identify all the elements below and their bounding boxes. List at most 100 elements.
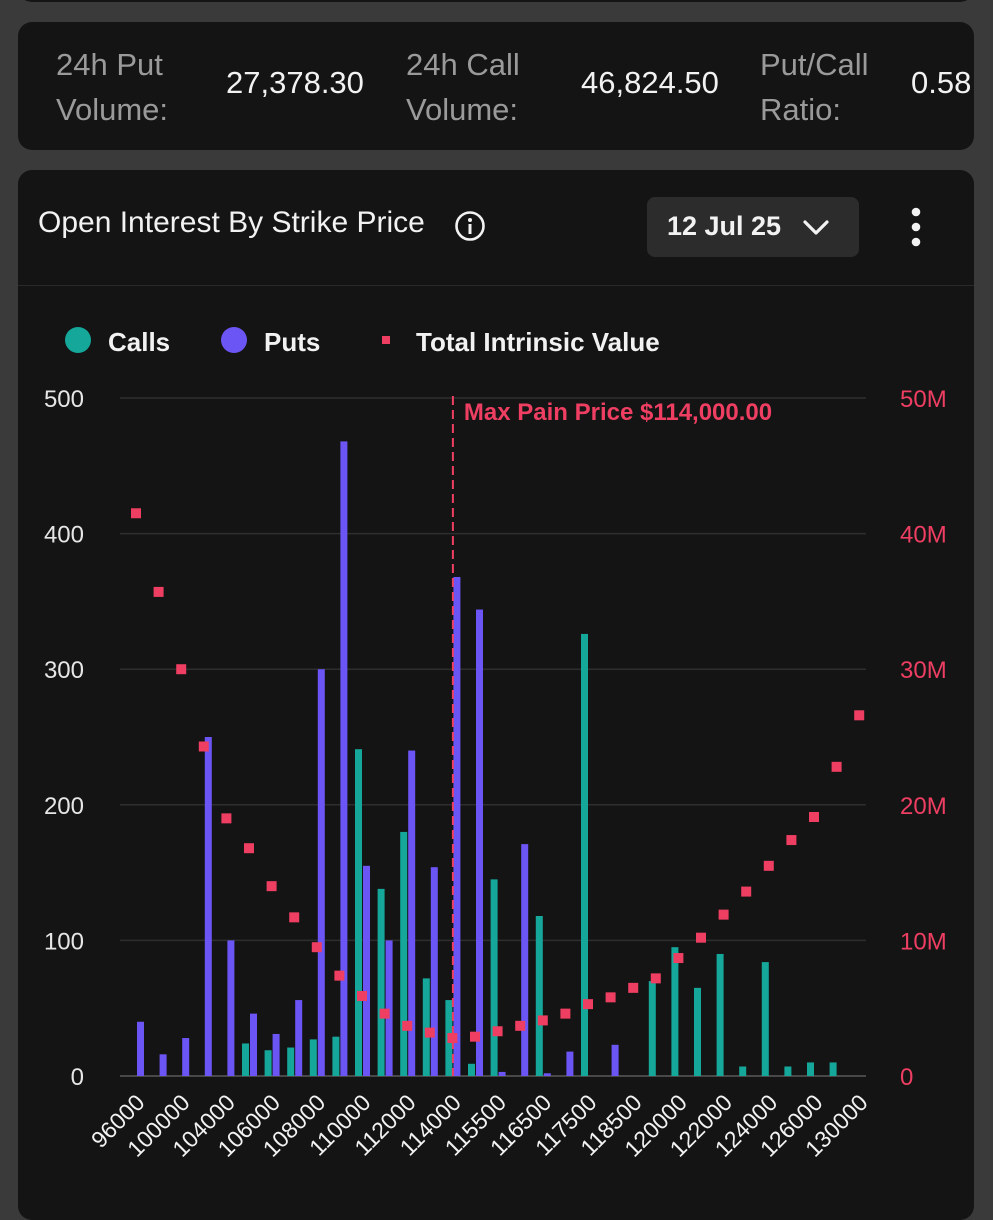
puts-bar <box>543 1073 551 1076</box>
calls-bar <box>355 749 362 1076</box>
open-interest-card: Open Interest By Strike Price 12 Jul 25 … <box>18 170 974 1220</box>
calls-bar <box>264 1050 272 1076</box>
intrinsic-point <box>470 1031 480 1042</box>
puts-bar <box>250 1013 257 1076</box>
puts-bar <box>363 865 370 1076</box>
intrinsic-point <box>718 909 729 920</box>
chart-title: Open Interest By Strike Price <box>38 206 425 239</box>
intrinsic-point <box>854 710 865 721</box>
card-divider <box>18 285 974 286</box>
y-right-tick-label: 20M <box>900 793 947 820</box>
puts-bar <box>408 750 416 1076</box>
y-left-tick-label: 300 <box>44 657 84 684</box>
info-circle-icon[interactable] <box>454 210 486 247</box>
calls-bar <box>807 1062 814 1076</box>
calls-bar <box>535 915 543 1076</box>
date-select-value: 12 Jul 25 <box>667 211 782 241</box>
calls-bar <box>287 1047 295 1076</box>
intrinsic-point <box>492 1026 503 1037</box>
intrinsic-point <box>198 741 209 752</box>
intrinsic-point <box>424 1027 435 1038</box>
intrinsic-point <box>583 999 593 1010</box>
intrinsic-point <box>809 812 819 823</box>
puts-bar <box>476 609 483 1076</box>
intrinsic-point <box>153 586 164 597</box>
calls-bar <box>377 888 385 1076</box>
puts-bar <box>272 1033 280 1076</box>
put-volume-label: 24h Put Volume: <box>56 47 169 127</box>
puts-bar <box>611 1044 619 1076</box>
calls-bar <box>671 947 679 1076</box>
calls-bar <box>332 1036 340 1076</box>
puts-bar <box>182 1038 190 1076</box>
puts-bar <box>521 844 529 1076</box>
intrinsic-point <box>560 1008 571 1019</box>
y-axis-right: 0 10M 20M 30M 40M 50M <box>900 386 947 1091</box>
intrinsic-point <box>673 953 684 964</box>
calls-bar <box>694 987 701 1076</box>
previous-card-edge <box>18 0 974 2</box>
call-volume-value: 46,824.50 <box>581 65 719 100</box>
puts-bar <box>204 737 212 1076</box>
puts-bars <box>137 441 619 1077</box>
intrinsic-point <box>696 932 706 943</box>
y-left-tick-label: 0 <box>71 1064 84 1091</box>
legend-puts-swatch[interactable] <box>221 327 247 353</box>
calls-bar <box>648 981 656 1076</box>
puts-bar <box>385 940 393 1076</box>
calls-bar <box>422 978 430 1076</box>
intrinsic-point <box>447 1033 458 1044</box>
calls-bar <box>716 953 724 1076</box>
puts-bar <box>295 1000 303 1076</box>
puts-bar <box>227 940 235 1076</box>
intrinsic-point <box>628 982 639 993</box>
chart-legend: Calls Puts Total Intrinsic Value <box>65 327 660 357</box>
legend-calls-swatch[interactable] <box>65 327 91 353</box>
y-right-tick-label: 30M <box>900 657 947 684</box>
legend-calls-label[interactable]: Calls <box>108 327 170 357</box>
y-right-tick-label: 50M <box>900 386 947 413</box>
y-axis-left: 0 100 200 300 400 500 <box>44 386 84 1091</box>
kebab-menu-icon[interactable] <box>898 207 934 247</box>
intrinsic-point <box>244 843 254 854</box>
puts-bar <box>137 1021 144 1076</box>
legend-puts-label[interactable]: Puts <box>264 327 320 357</box>
puts-bar <box>159 1054 167 1076</box>
intrinsic-point <box>311 942 322 953</box>
intrinsic-point <box>650 973 661 984</box>
call-volume-label: 24h Call Volume: <box>406 47 520 127</box>
calls-bars <box>242 633 837 1076</box>
intrinsic-point <box>131 508 141 519</box>
intrinsic-point <box>741 886 752 897</box>
chevron-down-icon <box>803 220 829 235</box>
date-select[interactable]: 12 Jul 25 <box>647 197 859 257</box>
open-interest-chart: Calls Puts Total Intrinsic Value 0 100 200… <box>44 327 947 1162</box>
intrinsic-points <box>131 508 865 1044</box>
puts-bar <box>498 1071 506 1076</box>
max-pain-label: Max Pain Price $114,000.00 <box>464 399 772 426</box>
intrinsic-point <box>537 1015 548 1026</box>
legend-intrinsic-swatch[interactable] <box>382 336 390 344</box>
intrinsic-point <box>357 990 367 1001</box>
puts-bar <box>453 576 461 1076</box>
calls-bar <box>581 633 588 1076</box>
intrinsic-point <box>221 813 232 824</box>
max-pain-annotation: Max Pain Price $114,000.00 <box>451 396 772 1076</box>
put-volume-value: 27,378.30 <box>226 65 364 100</box>
y-left-tick-label: 200 <box>44 793 84 820</box>
puts-bar <box>340 441 348 1077</box>
y-right-tick-label: 40M <box>900 522 947 549</box>
puts-bar <box>430 867 438 1076</box>
calls-bar <box>490 879 498 1076</box>
calls-bar <box>400 831 408 1076</box>
calls-bar <box>739 1066 747 1076</box>
legend-intrinsic-label[interactable]: Total Intrinsic Value <box>416 327 660 357</box>
calls-bar <box>761 962 769 1076</box>
calls-bar <box>829 1062 837 1076</box>
intrinsic-point <box>605 992 616 1003</box>
put-call-ratio-value: 0.58 <box>911 65 972 100</box>
calls-bar <box>309 1039 317 1076</box>
calls-bar <box>468 1063 475 1076</box>
calls-bar <box>242 1043 249 1076</box>
intrinsic-point <box>831 761 842 772</box>
